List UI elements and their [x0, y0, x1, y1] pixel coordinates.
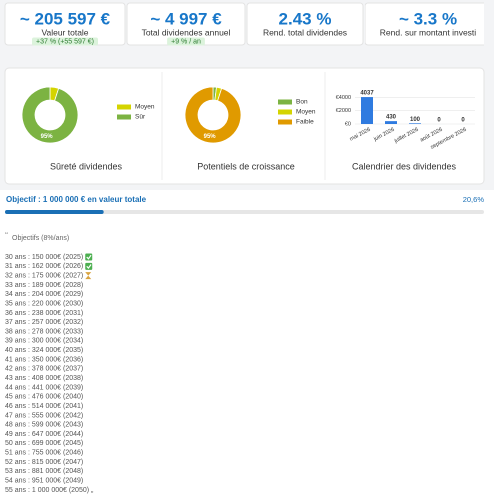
donut-label: 95% [204, 134, 217, 140]
goal-line: 34 ans : 204 000€ (2029) [5, 291, 83, 298]
bar-value-label: 4037 [360, 91, 374, 97]
check-icon [85, 262, 93, 270]
hourglass-icon [85, 272, 92, 280]
legend-label: Bon [296, 99, 308, 106]
kpi-value: ~ 3.3 % [399, 9, 457, 28]
kpi-clip: ~ 3.3 %Rend. sur montant investi [365, 2, 484, 46]
check-icon [85, 253, 93, 261]
bar [409, 123, 421, 124]
goal-line: 44 ans : 441 000€ (2039) [5, 384, 83, 391]
y-tick-label: €2000 [336, 108, 351, 114]
legend-label: Faible [296, 119, 314, 126]
donut-label: 95% [41, 134, 54, 140]
kpi-badge: +9 % / an [171, 38, 201, 45]
progress-value: 20,6% [463, 195, 485, 204]
charts-card [4, 67, 485, 185]
goal-line: 36 ans : 238 000€ (2031) [5, 310, 83, 317]
goal-line: 48 ans : 599 000€ (2043) [5, 422, 83, 429]
y-tick-label: €0 [345, 121, 351, 127]
legend-label: Moyen [296, 109, 316, 116]
goal-line: 53 ans : 881 000€ (2048) [5, 468, 83, 475]
legend-label: Moyen [135, 104, 155, 111]
goal-line: 49 ans : 647 000€ (2044) [5, 431, 83, 438]
kpi-card [365, 2, 484, 46]
goal-line: 43 ans : 408 000€ (2038) [5, 375, 83, 382]
goal-line: 40 ans : 324 000€ (2035) [5, 347, 83, 354]
kpi-label: Rend. total dividendes [263, 27, 347, 37]
goal-line: 46 ans : 514 000€ (2041) [5, 403, 83, 410]
goal-line: 51 ans : 755 000€ (2046) [5, 450, 83, 457]
goal-line: 41 ans : 350 000€ (2036) [5, 356, 83, 363]
progress-fill [5, 210, 104, 214]
bar [385, 121, 397, 124]
kpi-badge-bg [167, 37, 205, 46]
goal-line: 31 ans : 162 000€ (2026) [5, 263, 83, 270]
goal-line: 52 ans : 815 000€ (2047) [5, 459, 83, 466]
quote-mark: “ [5, 230, 8, 240]
kpi-label: Valeur totale [41, 27, 88, 37]
kpi-badge: +37 % (+55 597 €) [36, 38, 94, 45]
legend-swatch [278, 109, 292, 115]
goals-heading: Objectifs (8%/ans) [12, 235, 69, 242]
goal-line: 30 ans : 150 000€ (2025) [5, 254, 83, 261]
chart-title: Potentiels de croissance [197, 161, 295, 171]
progress-label: Objectif : 1 000 000 € en valeur totale [6, 195, 147, 204]
bar-value-label: 0 [461, 118, 465, 124]
kpi-label: Rend. sur montant investi [380, 27, 476, 37]
goal-line: 37 ans : 257 000€ (2032) [5, 319, 83, 326]
goal-line: 38 ans : 278 000€ (2033) [5, 328, 83, 335]
chart-title: Calendrier des dividendes [352, 161, 457, 171]
legend-label: Sûr [135, 114, 146, 121]
kpi-value: 2.43 % [279, 9, 332, 28]
donut-segment [184, 86, 242, 144]
goal-line: 47 ans : 555 000€ (2042) [5, 412, 83, 419]
kpi-badge-bg [32, 37, 98, 46]
goal-line: 33 ans : 189 000€ (2028) [5, 282, 83, 289]
kpi-label: Total dividendes annuel [142, 27, 231, 37]
chart-title: Sûreté dividendes [50, 161, 123, 171]
y-tick-label: €4000 [336, 95, 351, 101]
legend-swatch [117, 114, 131, 120]
goal-line: 45 ans : 476 000€ (2040) [5, 394, 83, 401]
goal-line: 39 ans : 300 000€ (2034) [5, 338, 83, 345]
progress-track [5, 210, 484, 214]
bar-value-label: 100 [410, 117, 421, 123]
kpi-value: ~ 4 997 € [150, 9, 222, 28]
bar [361, 97, 373, 124]
goal-line: 55 ans : 1 000 000€ (2050) „ [5, 487, 94, 494]
check-mark [86, 254, 92, 260]
bar-value-label: 0 [437, 118, 441, 124]
check-mark [86, 264, 92, 270]
goal-line: 35 ans : 220 000€ (2030) [5, 300, 83, 307]
kpi-card [246, 2, 364, 46]
goal-line: 32 ans : 175 000€ (2027) [5, 272, 83, 279]
goal-line: 42 ans : 378 000€ (2037) [5, 366, 83, 373]
legend-swatch [117, 104, 131, 110]
bar-value-label: 430 [386, 115, 397, 121]
legend-swatch [278, 119, 292, 125]
donut-segment [21, 86, 79, 144]
goal-line: 50 ans : 699 000€ (2045) [5, 440, 83, 447]
kpi-value: ~ 205 597 € [20, 9, 111, 28]
legend-swatch [278, 99, 292, 105]
goal-line: 54 ans : 951 000€ (2049) [5, 478, 83, 485]
